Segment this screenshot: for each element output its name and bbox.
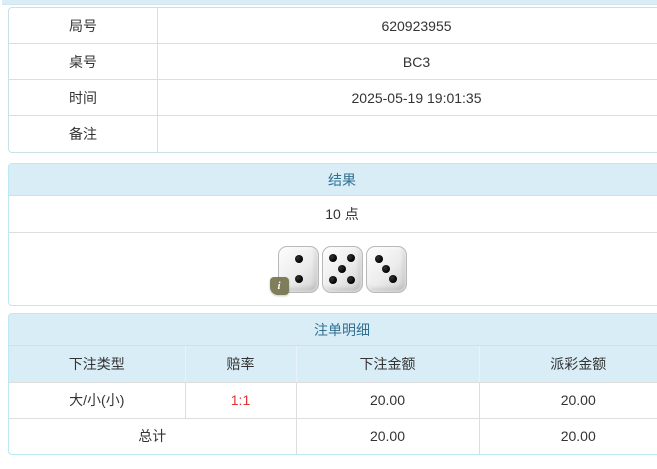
round-id-label: 局号	[9, 8, 158, 43]
die-pip	[389, 275, 398, 284]
result-panel-title: 结果	[9, 164, 657, 196]
die-pip	[294, 274, 303, 283]
col-header-odds: 赔率	[185, 346, 297, 383]
table-row: 时间 2025-05-19 19:01:35	[9, 80, 657, 116]
time-label: 时间	[9, 80, 158, 115]
die-pip	[346, 275, 355, 284]
remark-value	[158, 116, 657, 152]
total-row: 总计 20.00 20.00	[9, 418, 657, 454]
die-pip	[294, 255, 303, 264]
remark-label: 备注	[9, 116, 158, 152]
die-pip	[374, 254, 383, 263]
die-2	[321, 245, 363, 293]
table-row: 备注	[9, 116, 657, 152]
die-3	[365, 245, 407, 293]
total-payout-amount-cell: 20.00	[560, 428, 596, 445]
bet-amount-cell: 20.00	[296, 382, 480, 419]
time-value: 2025-05-19 19:01:35	[351, 89, 482, 106]
bet-details-title: 注单明细	[9, 314, 657, 346]
table-header-row: 下注类型 赔率 下注金额 派彩金额	[9, 346, 657, 383]
die-pip	[346, 254, 355, 263]
top-panel-heading-strip	[2, 0, 657, 5]
col-header-bet-amount: 下注金额	[296, 346, 480, 383]
bet-details-panel: 注单明细 下注类型 赔率 下注金额 派彩金额 大/小(小) 1:1 20.00 …	[8, 313, 657, 455]
info-icon[interactable]: i	[269, 276, 289, 295]
bet-details-table: 下注类型 赔率 下注金额 派彩金额 大/小(小) 1:1 20.00 20.00…	[9, 346, 657, 454]
bet-type-cell: 大/小(小)	[9, 382, 186, 419]
result-points: 10 点	[9, 196, 657, 233]
dice-row: i	[9, 233, 657, 305]
die-1: i	[269, 245, 319, 295]
result-panel: 结果 10 点 i	[8, 163, 657, 306]
table-id-label: 桌号	[9, 44, 158, 79]
die-pip	[329, 275, 338, 284]
die-pip	[329, 254, 338, 263]
die-pip	[382, 265, 390, 273]
table-row: 桌号 BC3	[9, 44, 657, 80]
table-id-value: BC3	[402, 53, 431, 70]
odds-cell: 1:1	[185, 382, 297, 419]
table-row: 大/小(小) 1:1 20.00 20.00	[9, 382, 657, 419]
round-info-table: 局号 620923955 桌号 BC3 时间 2025-05-19 19:01:…	[8, 7, 657, 153]
die-pip	[338, 265, 346, 273]
total-label-cell: 总计	[9, 418, 297, 454]
total-bet-amount-cell: 20.00	[296, 418, 480, 454]
payout-amount-cell: 20.00	[479, 382, 657, 419]
table-row: 局号 620923955	[9, 8, 657, 44]
round-id-value: 620923955	[381, 17, 452, 34]
col-header-bet-type: 下注类型	[9, 346, 186, 383]
col-header-payout-amount: 派彩金额	[479, 346, 657, 383]
